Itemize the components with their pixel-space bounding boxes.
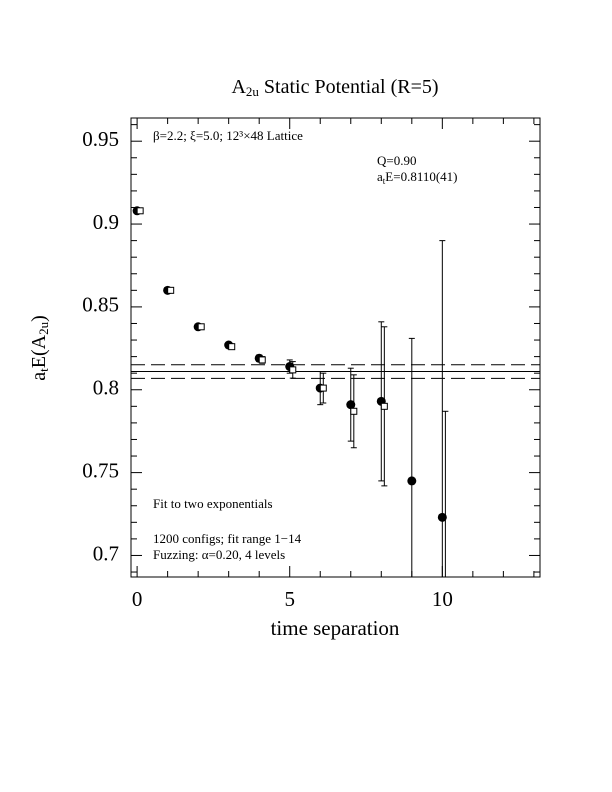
annotation: atE=0.8110(41) xyxy=(377,169,458,186)
title-rest: Static Potential (R=5) xyxy=(259,76,439,98)
annotation: Fuzzing: α=0.20, 4 levels xyxy=(153,547,285,562)
point xyxy=(380,402,388,410)
title-main: A xyxy=(231,76,246,98)
x-tick-label: 0 xyxy=(132,587,143,611)
plot-frame xyxy=(130,117,541,578)
y-label-sub: 2u xyxy=(36,321,51,335)
point xyxy=(319,384,327,392)
annotation: Q=0.90 xyxy=(377,153,416,168)
y-label-close: ) xyxy=(28,315,50,322)
title-sub: 2u xyxy=(246,84,260,99)
point xyxy=(258,356,266,364)
point xyxy=(136,207,144,215)
plot-area xyxy=(131,206,540,577)
x-axis-label: time separation xyxy=(271,616,400,640)
point xyxy=(197,323,205,331)
y-label-t: t xyxy=(36,368,51,372)
ann-rest: E=0.8110(41) xyxy=(385,169,457,184)
ann-a: a xyxy=(377,169,383,184)
y-tick-label: 0.9 xyxy=(93,210,119,234)
point xyxy=(346,400,356,410)
point xyxy=(407,476,417,486)
y-label-e: E(A xyxy=(28,334,50,368)
y-tick-label: 0.8 xyxy=(93,376,119,400)
y-tick-label: 0.7 xyxy=(93,541,119,565)
y-tick-label: 0.95 xyxy=(82,127,119,151)
annotation: Fit to two exponentials xyxy=(153,496,273,511)
annotation: β=2.2; ξ=5.0; 12³×48 Lattice xyxy=(153,128,303,143)
x-tick-label: 5 xyxy=(284,587,295,611)
point xyxy=(167,286,175,294)
ann-t: t xyxy=(383,176,386,186)
y-tick-label: 0.75 xyxy=(82,458,119,482)
point xyxy=(289,366,297,374)
y-axis-label: atE(A2u) xyxy=(28,315,51,381)
chart-title: A2u Static Potential (R=5) xyxy=(231,76,438,99)
point xyxy=(437,512,447,522)
y-tick-label: 0.85 xyxy=(82,293,119,317)
annotation: 1200 configs; fit range 1−14 xyxy=(153,531,302,546)
y-label-a: a xyxy=(28,372,50,381)
x-tick-label: 10 xyxy=(432,587,453,611)
point xyxy=(350,407,358,415)
point xyxy=(228,343,236,351)
